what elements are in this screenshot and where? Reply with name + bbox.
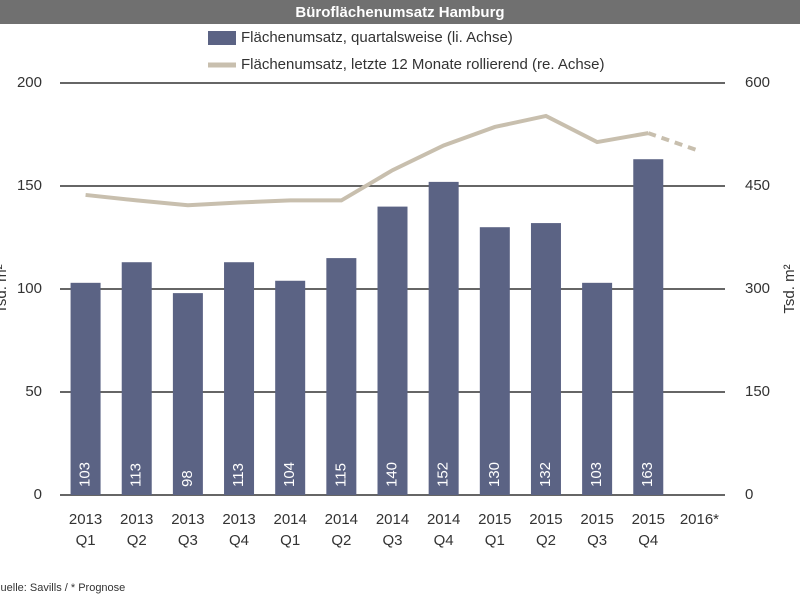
bar <box>582 282 613 495</box>
y2-tick-label: 450 <box>745 177 770 194</box>
data-label: 113 <box>128 463 145 487</box>
x-tick-label: Q1 <box>76 532 96 549</box>
x-tick-label: Q2 <box>127 532 147 549</box>
x-tick-label: 2013 <box>222 511 255 528</box>
y2-tick-label: 600 <box>745 74 770 91</box>
bar <box>70 282 101 495</box>
bar <box>633 159 664 495</box>
data-label: 132 <box>537 462 554 487</box>
line <box>647 131 701 153</box>
bar <box>428 181 459 495</box>
bar <box>121 262 152 495</box>
y-tick-label: 100 <box>17 280 42 297</box>
x-tick-label: 2015 <box>632 511 665 528</box>
y-tick-label: 200 <box>17 74 42 91</box>
x-tick-label: 2014 <box>274 511 307 528</box>
y2-tick-label: 300 <box>745 280 770 297</box>
x-tick-label: 2015 <box>580 511 613 528</box>
data-label: 104 <box>281 462 298 487</box>
x-tick-label: Q1 <box>485 532 505 549</box>
x-tick-label: 2016* <box>680 511 719 528</box>
source: Quelle: Savills / * Prognose <box>0 582 125 594</box>
data-label: 103 <box>588 462 605 487</box>
x-tick-label: Q4 <box>229 532 249 549</box>
x-tick-label: 2014 <box>325 511 358 528</box>
x-tick-label: Q3 <box>178 532 198 549</box>
data-label: 98 <box>179 470 196 487</box>
chart-title: Büroflächenumsatz Hamburg <box>295 4 504 21</box>
x-tick-label: 2013 <box>69 511 102 528</box>
x-tick-label: Q4 <box>638 532 658 549</box>
data-label: 140 <box>383 462 400 487</box>
x-tick-label: 2013 <box>120 511 153 528</box>
data-label: 130 <box>486 462 503 487</box>
legend-swatch <box>208 31 236 45</box>
x-tick-label: 2014 <box>376 511 409 528</box>
bar <box>224 262 255 495</box>
data-label: 163 <box>639 462 656 487</box>
x-tick-label: 2015 <box>529 511 562 528</box>
legend-label: Flächenumsatz, letzte 12 Monate rolliere… <box>241 56 605 73</box>
x-tick-label: Q3 <box>382 532 402 549</box>
bar <box>377 206 408 495</box>
y-tick-label: 50 <box>25 383 42 400</box>
x-tick-label: Q2 <box>536 532 556 549</box>
x-tick-label: 2013 <box>171 511 204 528</box>
y2-tick-label: 150 <box>745 383 770 400</box>
data-label: 113 <box>230 463 247 487</box>
x-tick-label: Q2 <box>331 532 351 549</box>
x-tick-label: Q1 <box>280 532 300 549</box>
line <box>85 113 649 208</box>
y2-tick-label: 0 <box>745 486 753 503</box>
y2-axis-label: Tsd. m² <box>781 264 798 313</box>
bar <box>530 223 561 495</box>
y-axis-label: Tsd. m² <box>0 264 10 313</box>
y-tick-label: 150 <box>17 177 42 194</box>
legend-label: Flächenumsatz, quartalsweise (li. Achse) <box>241 29 513 46</box>
x-tick-label: 2014 <box>427 511 460 528</box>
bar <box>479 227 510 495</box>
title-band <box>0 0 800 24</box>
y-tick-label: 0 <box>34 486 42 503</box>
data-label: 103 <box>77 462 94 487</box>
bar <box>326 258 357 495</box>
x-tick-label: 2015 <box>478 511 511 528</box>
x-tick-label: Q3 <box>587 532 607 549</box>
x-tick-label: Q4 <box>434 532 454 549</box>
bar <box>172 293 203 495</box>
bar <box>275 280 306 495</box>
data-label: 115 <box>332 463 349 487</box>
data-label: 152 <box>435 462 452 487</box>
